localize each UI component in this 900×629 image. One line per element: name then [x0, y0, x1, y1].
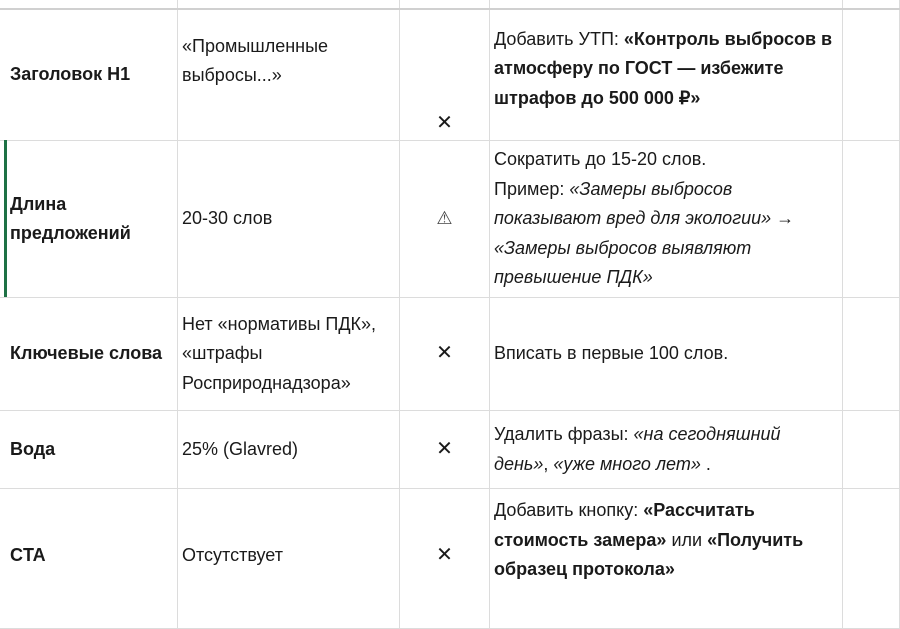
cross-icon[interactable]: ✕ — [400, 10, 490, 140]
empty-cell[interactable] — [843, 298, 900, 410]
recommendation-cell[interactable]: Добавить УТП: «Контроль выбросов в атмос… — [490, 10, 843, 140]
empty-cell[interactable] — [843, 411, 900, 488]
rec-text: Пример: — [494, 178, 570, 199]
criterion-cell[interactable]: Ключевые слова — [0, 298, 178, 410]
arrow-text: → — [771, 208, 795, 229]
current-cell[interactable]: Отсутствует — [178, 489, 400, 628]
table-row: Длина предложений 20-30 слов ⚠ Сократить… — [0, 141, 900, 298]
empty-cell[interactable] — [843, 10, 900, 140]
recommendation-cell[interactable]: Вписать в первые 100 слов. — [490, 298, 843, 410]
rec-text: Сократить до 15-20 слов. — [494, 149, 707, 170]
row-selection-indicator — [4, 140, 7, 297]
table-row: CTA Отсутствует ✕ Добавить кнопку: «Расс… — [0, 489, 900, 629]
header-row — [0, 0, 900, 10]
warning-icon[interactable]: ⚠ — [400, 141, 490, 297]
criterion-cell[interactable]: Длина предложений — [0, 141, 178, 297]
rec-text: , — [543, 453, 554, 474]
cross-icon[interactable]: ✕ — [400, 411, 490, 488]
rec-text: Удалить фразы: — [494, 424, 634, 444]
cross-icon[interactable]: ✕ — [400, 489, 490, 628]
current-cell[interactable]: 20-30 слов — [178, 141, 400, 297]
criterion-cell[interactable]: Заголовок H1 — [0, 10, 178, 140]
header-cell[interactable] — [490, 0, 843, 8]
rec-text: . — [700, 453, 711, 474]
recommendation-cell[interactable]: Добавить кнопку: «Рассчитать стоимость з… — [490, 489, 843, 628]
table-row: Вода 25% (Glavred) ✕ Удалить фразы: «на … — [0, 411, 900, 489]
header-cell[interactable] — [0, 0, 178, 8]
rec-italic-text: «уже много лет» — [553, 453, 701, 474]
rec-italic-text: «Замеры выбросов показывают вред для эко… — [494, 178, 772, 229]
header-cell[interactable] — [843, 0, 900, 8]
rec-text: Добавить УТП: — [494, 28, 624, 49]
rec-text: Добавить кнопку: — [494, 500, 644, 520]
rec-bold-text: «Контроль выбросов в атмосферу по ГОСТ —… — [494, 28, 833, 108]
empty-cell[interactable] — [843, 489, 900, 628]
current-cell[interactable]: Нет «нормативы ПДК», «штрафы Росприродна… — [178, 298, 400, 410]
criterion-cell[interactable]: CTA — [0, 489, 178, 628]
rec-bold-text: «Получить образец протокола» — [494, 529, 804, 580]
recommendation-cell[interactable]: Удалить фразы: «на сегодняшний день», «у… — [490, 411, 843, 488]
table-row: Ключевые слова Нет «нормативы ПДК», «штр… — [0, 298, 900, 411]
rec-italic-text: «на сегодняшний день» — [494, 424, 781, 474]
header-cell[interactable] — [400, 0, 490, 8]
rec-text: или — [666, 529, 708, 550]
rec-bold-text: «Рассчитать стоимость замера» — [494, 500, 755, 550]
table-row: Заголовок H1 «Промышленные выбросы...» ✕… — [0, 10, 900, 141]
cross-icon[interactable]: ✕ — [400, 298, 490, 410]
criterion-cell[interactable]: Вода — [0, 411, 178, 488]
current-cell[interactable]: «Промышленные выбросы...» — [178, 10, 400, 140]
empty-cell[interactable] — [843, 141, 900, 297]
header-cell[interactable] — [178, 0, 400, 8]
rec-italic-text: «Замеры выбросов выявляют превышение ПДК… — [494, 237, 752, 288]
recommendation-cell[interactable]: Сократить до 15-20 слов. Пример: «Замеры … — [490, 141, 843, 297]
current-cell[interactable]: 25% (Glavred) — [178, 411, 400, 488]
